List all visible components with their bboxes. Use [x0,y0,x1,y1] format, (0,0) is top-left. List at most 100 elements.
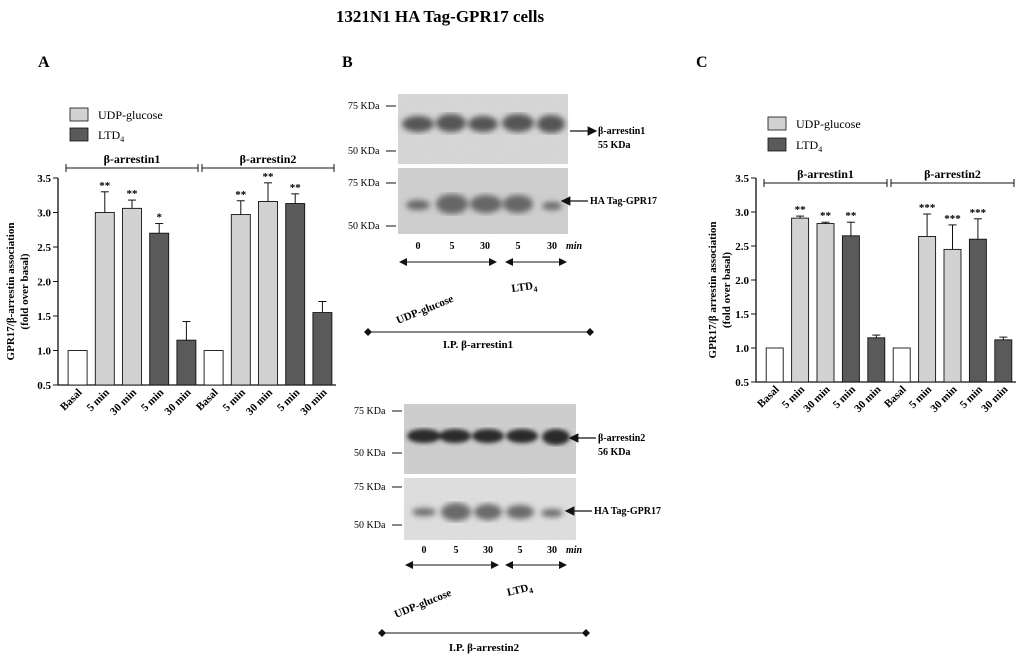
ip-label-arrestin1: I.P. β-arrestin1 [443,339,513,351]
panel-a-letter: A [38,54,50,71]
x-tick-label: 30 min [852,384,883,415]
x-tick-label: 30 min [244,387,275,418]
bar [867,337,886,383]
y-tick-label: 3.0 [735,207,749,219]
legend-label-ltd4: LTD4 [796,138,822,154]
lane-label: 30 [547,241,557,252]
legend-label-ltd4: LTD4 [98,128,124,144]
chart-a: 0.5 1.0 1.5 2.0 2.5 3.0 3.5 GPR17/β-arrestin as… [5,152,336,418]
blot-1-top-image [398,94,568,164]
x-tick-label: Basal [194,387,221,414]
y-tick-label: 1.5 [735,309,749,321]
panel-c-legend: UDP-glucose LTD4 [767,116,861,154]
blot-2-bottom-image [404,478,576,540]
ip-label-arrestin2: I.P. β-arrestin2 [449,642,520,654]
y-axis-label: GPR17/β-arrestin association [5,223,17,361]
lane-label: 30 [480,241,490,252]
group-label: β-arrestin1 [797,167,854,181]
y-tick-label: 1.5 [37,311,51,323]
lane-unit: min [566,241,583,252]
lane-label: 5 [454,545,459,556]
bar [203,350,224,386]
marker-75-bottom: 75 KDa [348,178,380,189]
bar [892,347,911,383]
y-tick-label: 2.0 [735,275,749,287]
significance-label: ** [820,210,832,222]
significance-label: ** [263,171,275,183]
x-tick-label: 30 min [801,384,832,415]
group-label: β-arrestin2 [924,167,981,181]
bar [968,238,987,383]
marker-50-bottom: 50 KDa [348,221,380,232]
y-tick-label: 0.5 [37,380,51,392]
legend-swatch-udp [767,116,787,131]
band-label-arrestin2: β-arrestin2 [598,433,645,444]
bar [176,339,197,386]
bar [918,236,937,383]
significance-label: ** [235,189,247,201]
bar [149,232,170,386]
blot-2: 75 KDa 50 KDa 75 KDa 50 KDa β-arrestin2 … [354,404,661,654]
blot-2-top-image [404,404,576,474]
bar [943,248,962,383]
treatment-udp-glucose: UDP-glucose [393,587,454,621]
significance-label: * [156,212,162,224]
x-tick-label: Basal [755,384,782,411]
figure-title: 1321N1 HA Tag-GPR17 cells [336,7,545,26]
bar [791,217,810,383]
lane-label: 30 [547,545,557,556]
x-tick-label: 30 min [928,384,959,415]
marker-50-bottom: 50 KDa [354,520,386,531]
group-label: β-arrestin2 [240,152,297,166]
lane-label: 30 [483,545,493,556]
chart-c: 0.5 1.0 1.5 2.0 2.5 3.0 3.5 GPR17/β arrestin as… [707,167,1016,415]
y-axis-label-sub: (fold over basal) [721,252,733,329]
panel-a-legend: UDP-glucose LTD4 [69,107,163,144]
y-axis-label-sub: (fold over basal) [19,253,31,330]
lane-unit: min [566,545,583,556]
band-label-arrestin2-kda: 56 KDa [598,447,631,458]
band-label-arrestin1-kda: 55 KDa [598,140,631,151]
bar [765,347,784,383]
legend-label-udp: UDP-glucose [796,117,861,131]
bar [816,223,835,383]
bar [94,212,115,386]
lane-label: 5 [450,241,455,252]
bar [285,203,306,386]
significance-label: *** [944,213,961,225]
y-tick-label: 0.5 [735,377,749,389]
marker-75-top: 75 KDa [348,101,380,112]
panel-b-letter: B [342,54,353,71]
bar [67,350,88,386]
significance-label: ** [845,210,857,222]
marker-75-bottom: 75 KDa [354,482,386,493]
treatment-udp-glucose: UDP-glucose [395,293,456,327]
x-tick-label: 30 min [979,384,1010,415]
x-tick-label: 30 min [108,387,139,418]
lane-label: 5 [516,241,521,252]
legend-swatch-udp [69,107,89,122]
lane-label: 0 [416,241,421,252]
y-tick-label: 3.5 [37,173,51,185]
lane-label: 0 [422,545,427,556]
y-tick-label: 2.5 [37,242,51,254]
significance-label: *** [919,202,936,214]
marker-75-top: 75 KDa [354,406,386,417]
y-tick-label: 1.0 [37,346,51,358]
lane-label: 5 [518,545,523,556]
bar [122,207,142,386]
panel-c-letter: C [696,54,708,71]
bar [994,339,1013,383]
treatment-ltd4: LTD4 [511,280,538,297]
x-tick-label: Basal [58,387,85,414]
significance-label: ** [290,182,302,194]
bar [841,235,860,383]
x-tick-label: 30 min [298,387,329,418]
blot-1: 75 KDa 50 KDa 75 KDa 50 KDa β-arrestin1 … [348,94,657,351]
band-label-gpr17: HA Tag-GPR17 [594,506,661,517]
bar [258,201,278,386]
blot-1-bottom-image [398,168,568,234]
band-label-gpr17: HA Tag-GPR17 [590,196,657,207]
treatment-ltd4: LTD4 [506,581,534,601]
